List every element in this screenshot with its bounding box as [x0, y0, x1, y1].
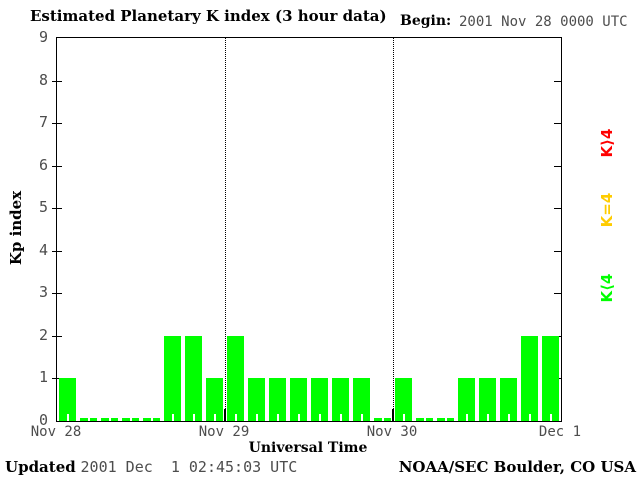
y-tick-label: 3	[38, 283, 48, 301]
hour-tick	[550, 414, 552, 421]
hour-tick	[235, 414, 237, 421]
y-tick-right	[554, 208, 561, 209]
y-tick-right	[554, 251, 561, 252]
y-tick-left	[52, 123, 62, 124]
y-tick-label: 6	[38, 156, 48, 174]
kp-bar	[395, 378, 412, 421]
hour-tick	[487, 414, 489, 421]
hour-tick	[193, 414, 195, 421]
hour-tick	[445, 414, 447, 421]
hour-tick	[151, 414, 153, 421]
y-tick-left	[52, 378, 62, 379]
y-tick-right	[554, 293, 561, 294]
kp-bar	[164, 336, 181, 421]
legend-k-less-than-4: K⟨4	[598, 273, 616, 303]
hour-tick	[277, 414, 279, 421]
y-tick-label: 0	[38, 411, 48, 429]
y-tick-left	[52, 251, 62, 252]
updated-label: Updated	[5, 458, 76, 476]
kp-bar	[227, 336, 244, 421]
kp-bar	[206, 378, 223, 421]
hour-tick	[424, 414, 426, 421]
y-tick-label: 5	[38, 198, 48, 216]
y-tick-left	[52, 336, 62, 337]
day-boundary-tick	[224, 409, 226, 421]
x-tick-label: Dec 1	[538, 424, 582, 440]
begin-value: 2001 Nov 28 0000 UTC	[459, 14, 628, 30]
y-tick-left	[52, 208, 62, 209]
day-boundary-line	[393, 38, 394, 421]
hour-tick	[67, 414, 69, 421]
x-tick-label: Nov 30	[366, 424, 418, 440]
day-boundary-tick	[392, 409, 394, 421]
legend-k-greater-than-4: K⟩4	[598, 128, 616, 158]
hour-tick	[361, 414, 363, 421]
y-tick-label: 9	[38, 28, 48, 46]
kp-bar	[185, 336, 202, 421]
kp-bar	[311, 378, 328, 421]
day-boundary-line	[225, 38, 226, 421]
y-tick-left	[52, 166, 62, 167]
kp-bar	[269, 378, 286, 421]
updated-line: Updated 2001 Dec 1 02:45:03 UTC	[5, 458, 297, 476]
kp-bar	[59, 378, 76, 421]
begin-label: Begin:	[400, 13, 452, 29]
kp-bar	[248, 378, 265, 421]
kp-bar	[500, 378, 517, 421]
kp-bar	[479, 378, 496, 421]
credit-text: NOAA/SEC Boulder, CO USA	[398, 458, 636, 476]
x-tick-label: Nov 28	[30, 424, 82, 440]
x-tick-label: Nov 29	[198, 424, 250, 440]
y-tick-label: 7	[38, 113, 48, 131]
hour-tick	[382, 414, 384, 421]
hour-tick	[340, 414, 342, 421]
kp-bar	[353, 378, 370, 421]
legend-k-equals-4: K=4	[598, 192, 616, 228]
y-tick-label: 2	[38, 326, 48, 344]
hour-tick	[214, 414, 216, 421]
y-tick-left	[52, 81, 62, 82]
y-tick-left	[52, 293, 62, 294]
hour-tick	[109, 414, 111, 421]
kp-bar	[542, 336, 559, 421]
y-tick-label: 8	[38, 71, 48, 89]
hour-tick	[403, 414, 405, 421]
kp-bar	[332, 378, 349, 421]
y-axis-title: Kp index	[7, 190, 25, 266]
y-tick-label: 4	[38, 241, 48, 259]
hour-tick	[256, 414, 258, 421]
updated-timestamp: 2001 Dec 1 02:45:03 UTC	[80, 458, 298, 476]
y-tick-label: 1	[38, 368, 48, 386]
hour-tick	[508, 414, 510, 421]
hour-tick	[466, 414, 468, 421]
x-axis-title: Universal Time	[248, 440, 368, 456]
y-tick-right	[554, 166, 561, 167]
hour-tick	[172, 414, 174, 421]
hour-tick	[130, 414, 132, 421]
kp-bar	[290, 378, 307, 421]
y-tick-right	[554, 81, 561, 82]
hour-tick	[529, 414, 531, 421]
hour-tick	[298, 414, 300, 421]
plot-area	[52, 37, 562, 422]
y-tick-right	[554, 123, 561, 124]
hour-tick	[88, 414, 90, 421]
chart-title: Estimated Planetary K index (3 hour data…	[30, 7, 387, 25]
kp-bar	[458, 378, 475, 421]
hour-tick	[319, 414, 321, 421]
kp-bar	[521, 336, 538, 421]
